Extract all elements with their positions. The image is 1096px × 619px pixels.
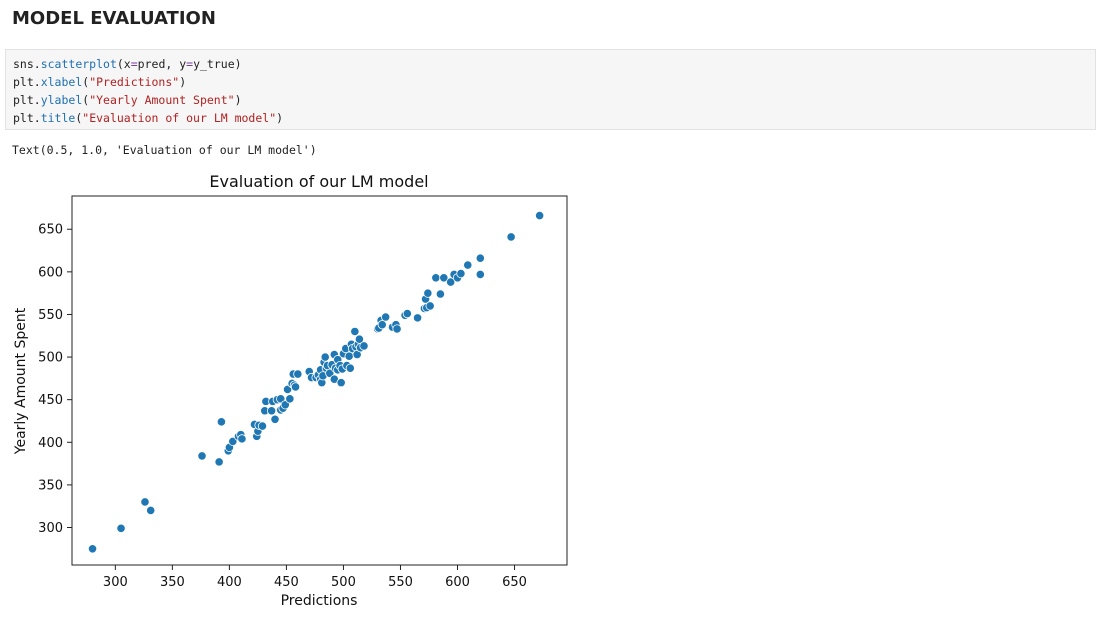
scatter-point	[463, 260, 473, 270]
code-token: xlabel	[40, 75, 83, 89]
y-tick-label: 500	[38, 351, 63, 366]
scatter-point	[381, 312, 391, 322]
code-token: (	[82, 75, 90, 89]
code-token: (	[75, 111, 83, 125]
scatter-point	[350, 326, 360, 337]
code-token: "Yearly Amount Spent"	[89, 93, 235, 107]
scatter-point	[237, 434, 247, 444]
code-line: sns.scatterplot(x=pred, y=y_true)	[13, 55, 1095, 73]
code-token: sns.	[13, 57, 41, 71]
code-token: "Predictions"	[89, 75, 180, 89]
scatter-point	[423, 288, 433, 298]
code-token: )	[276, 111, 284, 125]
scatter-point	[402, 309, 412, 319]
scatter-point	[344, 351, 354, 361]
scatter-point	[431, 273, 441, 283]
scatter-point	[446, 277, 456, 287]
scatter-point	[140, 497, 150, 507]
scatter-point	[392, 324, 402, 334]
x-axis-label: Predictions	[281, 593, 358, 609]
code-lines: sns.scatterplot(x=pred, y=y_true) plt.xla…	[13, 55, 1095, 127]
code-token: scatterplot	[40, 57, 117, 71]
scatter-point	[216, 417, 227, 427]
code-line: plt.title("Evaluation of our LM model")	[13, 109, 1095, 127]
scatter-point	[425, 301, 435, 311]
x-tick-label: 600	[445, 575, 470, 590]
code-token: plt.	[13, 75, 41, 89]
code-token: plt.	[13, 111, 41, 125]
scatter-point	[214, 457, 224, 467]
cell-output-text: Text(0.5, 1.0, 'Evaluation of our LM mod…	[12, 143, 317, 157]
x-tick-label: 350	[160, 575, 185, 590]
scatter-point	[320, 352, 330, 362]
scatter-point	[345, 363, 355, 373]
code-token: =	[186, 57, 194, 71]
scatter-point	[506, 232, 516, 242]
scatter-point	[475, 253, 485, 263]
x-axis: 300 350 400 450 500 550 600 650	[103, 565, 527, 590]
data-points	[87, 211, 545, 554]
scatter-point	[146, 505, 156, 516]
code-token: ylabel	[40, 93, 83, 107]
scatter-point	[439, 273, 449, 283]
y-tick-label: 550	[38, 308, 63, 323]
y-tick-label: 450	[38, 393, 63, 408]
scatter-point	[377, 320, 387, 330]
code-line: plt.ylabel("Yearly Amount Spent")	[13, 91, 1095, 109]
code-line: plt.xlabel("Predictions")	[13, 73, 1095, 91]
scatter-point	[535, 211, 545, 221]
scatter-point	[456, 268, 466, 279]
code-token: y_true)	[193, 57, 242, 71]
code-token: =	[130, 57, 138, 71]
scatter-point	[228, 436, 238, 447]
scatter-point	[197, 451, 207, 461]
code-token: )	[234, 93, 242, 107]
y-axis-label: Yearly Amount Spent	[13, 307, 29, 455]
scatter-point	[435, 289, 445, 299]
code-token: pred, y	[137, 57, 187, 71]
code-token: plt.	[13, 93, 41, 107]
y-tick-label: 600	[38, 265, 63, 280]
code-token: (x	[116, 57, 131, 71]
chart-title: Evaluation of our LM model	[209, 172, 428, 191]
section-heading: MODEL EVALUATION	[12, 8, 216, 29]
scatter-point	[116, 523, 126, 533]
scatter-point	[257, 421, 268, 431]
scatter-point	[87, 544, 98, 554]
y-tick-label: 650	[38, 223, 63, 238]
y-tick-label: 300	[38, 521, 63, 536]
scatter-point	[270, 414, 280, 424]
scatter-point	[290, 382, 301, 392]
scatter-point	[359, 341, 369, 351]
code-token: )	[179, 75, 187, 89]
x-tick-label: 650	[502, 575, 527, 590]
scatter-plot: Evaluation of our LM model 300 350 400 450 5…	[13, 172, 568, 609]
y-tick-label: 400	[38, 436, 63, 451]
scatter-point	[266, 406, 277, 416]
y-tick-label: 350	[38, 478, 63, 493]
code-cell[interactable]: sns.scatterplot(x=pred, y=y_true) plt.xla…	[5, 49, 1096, 130]
y-axis: 300 350 400 450 500 550 600 650	[38, 223, 72, 536]
scatter-point	[285, 394, 295, 404]
code-token: "Evaluation of our LM model"	[82, 111, 277, 125]
code-token: title	[40, 111, 76, 125]
x-tick-label: 550	[388, 575, 413, 590]
x-tick-label: 450	[274, 575, 299, 590]
scatter-point	[412, 313, 423, 323]
scatter-point	[475, 269, 485, 280]
x-tick-label: 500	[331, 575, 356, 590]
scatter-point	[336, 378, 346, 388]
code-token: (	[82, 93, 90, 107]
x-tick-label: 300	[103, 575, 128, 590]
scatter-point	[293, 369, 303, 379]
x-tick-label: 400	[217, 575, 242, 590]
